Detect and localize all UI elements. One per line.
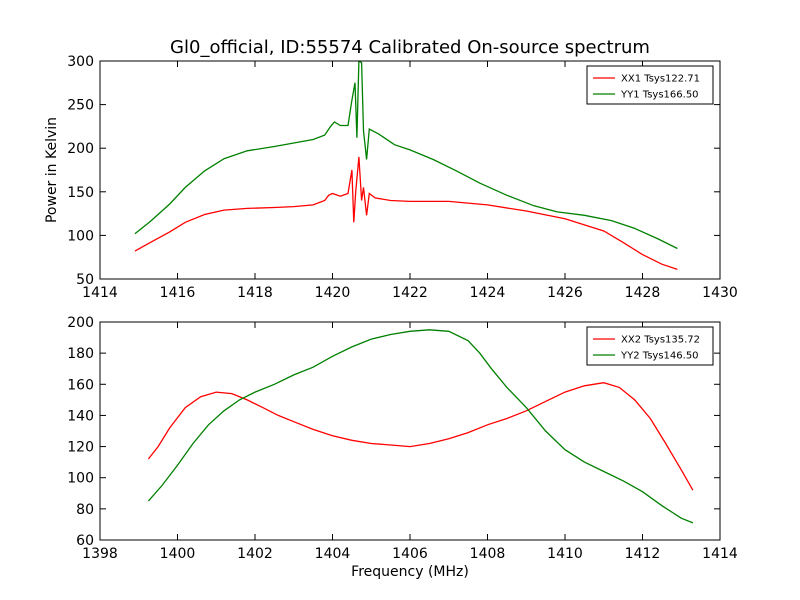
y-tick-label: 300 [67, 54, 94, 70]
y-tick-label: 150 [67, 185, 94, 201]
x-tick-label: 1412 [625, 546, 661, 562]
y-tick-label: 100 [67, 228, 94, 244]
x-tick-label: 1414 [82, 285, 118, 301]
x-tick-label: 1414 [702, 546, 738, 562]
x-axis-label: Frequency (MHz) [351, 564, 469, 580]
spectrum-plot-1: 1414 1416 1418 1420 1422 1424 1426 1428 1430 50 10… [44, 54, 738, 301]
y-tick-label: 160 [67, 377, 94, 393]
y-tick-label: 180 [67, 346, 94, 362]
series-line-1 [134, 156, 678, 271]
legend-entry-label: YY1 Tsys166.50 [620, 90, 699, 101]
x-tick-label: 1424 [470, 285, 506, 301]
x-tick-label: 1422 [392, 285, 428, 301]
y-tick-label: 200 [67, 141, 94, 157]
x-tick-label: 1404 [315, 546, 351, 562]
legend: XX2 Tsys135.72 YY2 Tsys146.50 [586, 326, 714, 366]
y-tick-label: 200 [67, 315, 94, 331]
x-tick-label: 1420 [315, 285, 351, 301]
x-tick-label: 1408 [470, 546, 506, 562]
y-tick-label: 120 [67, 440, 94, 456]
legend: XX1 Tsys122.71 YY1 Tsys166.50 [586, 65, 714, 105]
x-tick-label: 1398 [82, 546, 118, 562]
spectrum-plot-2: 1398 1400 1402 1404 1406 1408 1410 1412 1414 60 80… [67, 315, 738, 580]
y-axis-label: Power in Kelvin [44, 117, 60, 223]
x-tick-label: 1400 [160, 546, 196, 562]
x-tick-label: 1426 [547, 285, 583, 301]
x-tick-label: 1406 [392, 546, 428, 562]
x-tick-label: 1430 [702, 285, 738, 301]
x-tick-label: 1428 [625, 285, 661, 301]
x-tick-label: 1402 [237, 546, 273, 562]
y-tick-label: 60 [76, 533, 94, 549]
legend-entry-label: XX1 Tsys122.71 [621, 74, 700, 85]
legend-box [586, 65, 714, 105]
x-tick-label: 1416 [160, 285, 196, 301]
figure-title: Gl0_official, ID:55574 Calibrated On-sou… [170, 37, 650, 58]
y-tick-label: 50 [76, 272, 94, 288]
series-line-2 [134, 61, 678, 250]
legend-entry-label: XX2 Tsys135.72 [621, 335, 700, 346]
y-tick-label: 100 [67, 471, 94, 487]
x-tick-label: 1410 [547, 546, 583, 562]
x-tick-label: 1418 [237, 285, 273, 301]
y-tick-label: 140 [67, 408, 94, 424]
y-tick-label: 80 [76, 502, 94, 518]
legend-box [586, 326, 714, 366]
series-line-1 [147, 382, 694, 491]
series-line-2 [147, 329, 694, 524]
y-tick-label: 250 [67, 98, 94, 114]
legend-entry-label: YY2 Tsys146.50 [620, 351, 699, 362]
